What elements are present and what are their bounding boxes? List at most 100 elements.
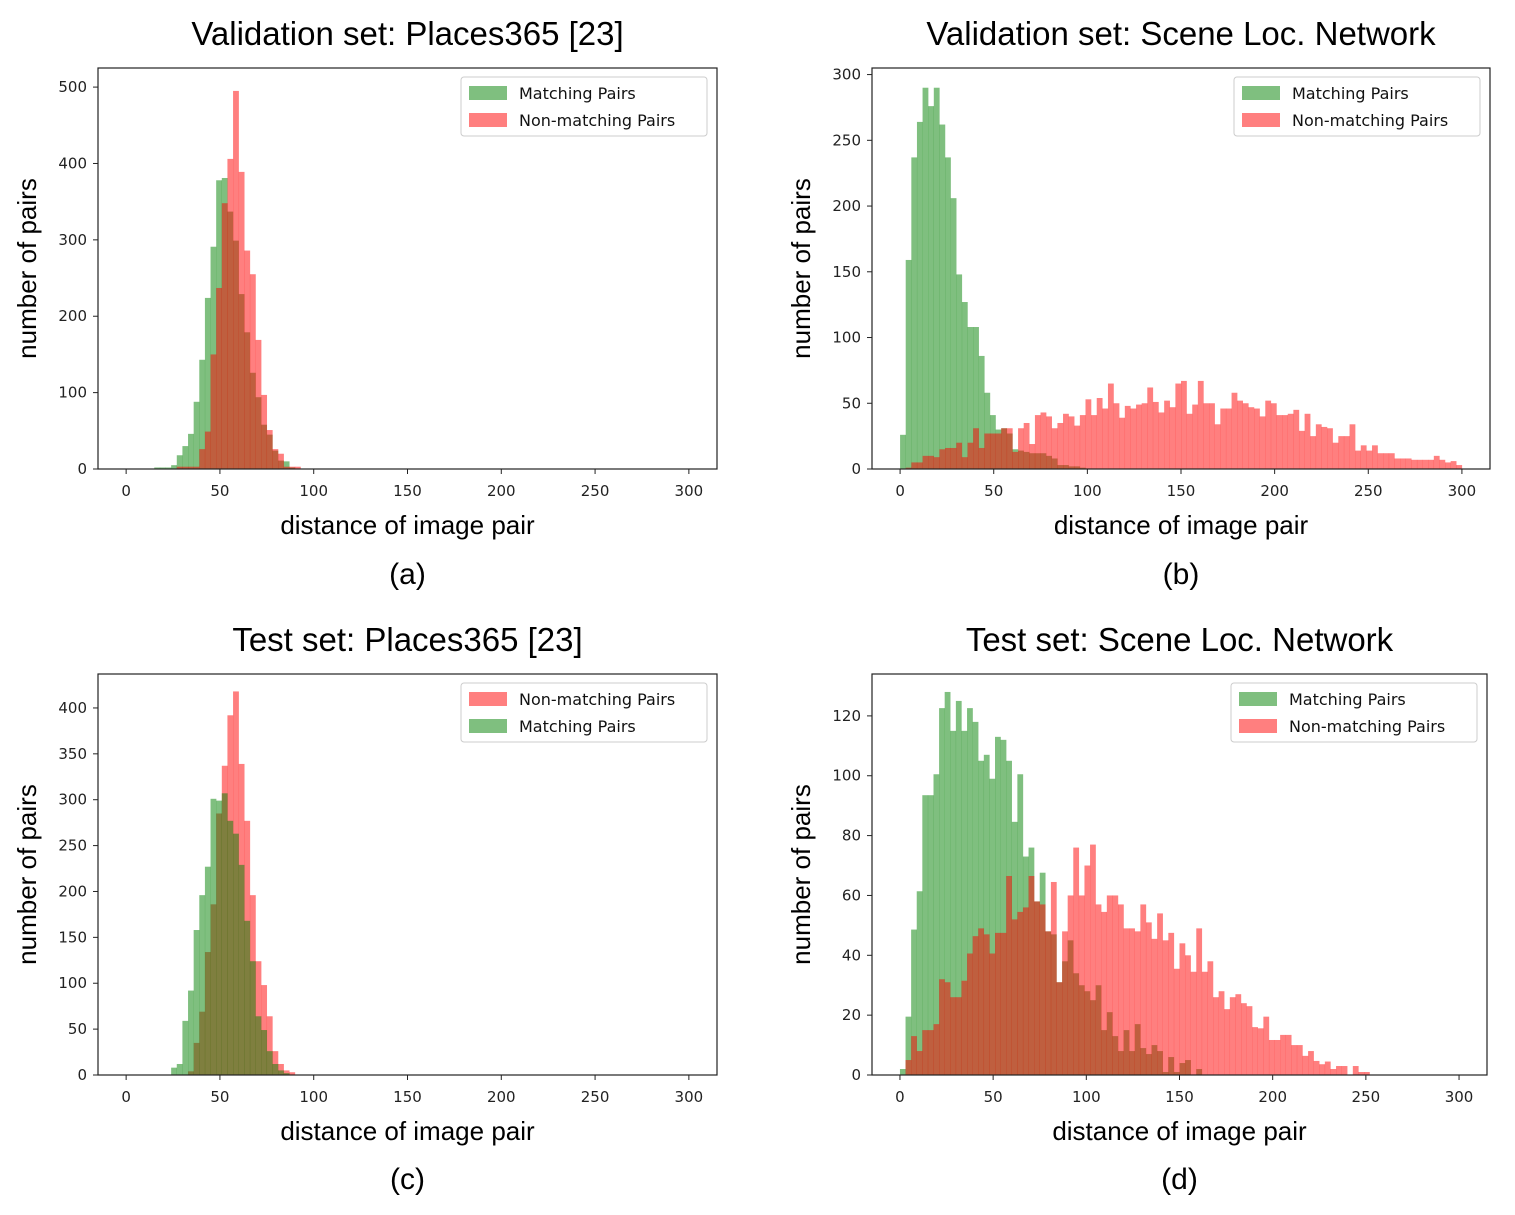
histogram-bar xyxy=(911,157,918,470)
histogram-bar xyxy=(249,961,256,1075)
histogram-bar xyxy=(294,466,301,469)
histogram-bar xyxy=(1287,413,1294,469)
histogram-bar xyxy=(1209,403,1215,469)
histogram-bar xyxy=(1293,409,1300,469)
histogram-bar xyxy=(1445,462,1451,469)
histogram-bar xyxy=(1186,413,1193,469)
y-tick-label: 400 xyxy=(58,699,87,717)
histogram-bar xyxy=(939,708,945,1075)
histogram-bar xyxy=(244,920,251,1075)
x-axis-label: distance of image pair xyxy=(280,510,535,540)
legend-box xyxy=(460,76,708,137)
histogram-bar xyxy=(1101,911,1108,1075)
histogram-bar xyxy=(984,433,991,469)
histogram-bar xyxy=(1034,901,1040,1075)
histogram-bar xyxy=(188,990,194,1075)
x-tick-label: 150 xyxy=(1165,1088,1194,1106)
histogram-bar xyxy=(1241,1003,1247,1075)
histogram-bar xyxy=(261,1030,268,1075)
histogram-bar xyxy=(950,730,957,1075)
histogram-bar xyxy=(266,430,273,469)
histogram-bar xyxy=(1113,403,1120,469)
histogram-bar xyxy=(1237,400,1243,469)
x-tick-label: 100 xyxy=(299,482,328,500)
histogram-bar xyxy=(1181,380,1187,469)
histogram-bar xyxy=(1229,997,1236,1075)
histogram-bar xyxy=(1405,458,1412,469)
histogram-bar xyxy=(978,355,985,469)
histogram-bar xyxy=(939,124,946,469)
x-tick-label: 0 xyxy=(121,1088,131,1106)
histogram-bar xyxy=(911,929,917,1075)
histogram-bar xyxy=(1203,403,1210,469)
histogram-bar xyxy=(176,455,183,469)
histogram-bar xyxy=(1330,1069,1337,1075)
histogram-bar xyxy=(1175,383,1182,469)
histogram-bar xyxy=(905,1016,912,1075)
legend-label: Matching Pairs xyxy=(1292,84,1409,103)
histogram-bar xyxy=(967,953,973,1075)
y-tick-label: 120 xyxy=(832,707,861,725)
histogram-bar xyxy=(972,936,979,1075)
histogram-bar xyxy=(1394,458,1401,469)
histogram-bar xyxy=(933,1024,940,1075)
legend-label: Matching Pairs xyxy=(1289,690,1406,709)
histogram-bar xyxy=(283,1073,290,1075)
histogram-bar xyxy=(933,457,940,469)
histogram-bar xyxy=(193,930,200,1075)
histogram-bar xyxy=(221,203,228,470)
histogram-bar xyxy=(984,392,991,469)
histogram-bar xyxy=(1050,881,1057,1075)
histogram-bar xyxy=(1018,428,1024,469)
histogram-bar xyxy=(1136,404,1142,469)
histogram-bar xyxy=(927,1030,934,1075)
histogram-bar xyxy=(1207,961,1214,1075)
histogram-bar xyxy=(204,297,211,469)
histogram-bar xyxy=(1257,1028,1264,1075)
histogram-bar xyxy=(1304,413,1311,469)
histogram-bar xyxy=(1068,416,1075,469)
legend-swatch xyxy=(1242,86,1280,100)
histogram-bar xyxy=(1029,444,1036,469)
histogram-bar xyxy=(1006,428,1013,469)
histogram-bar xyxy=(193,466,200,469)
x-tick-label: 300 xyxy=(1445,1088,1474,1106)
histogram-bar xyxy=(1298,430,1305,469)
histogram-bar xyxy=(238,171,245,469)
histogram-bar xyxy=(961,302,968,469)
series-matching xyxy=(900,87,1086,470)
histogram-bar xyxy=(1079,415,1086,469)
histogram-bar xyxy=(916,891,923,1075)
histogram-bar xyxy=(1220,408,1227,469)
histogram-bar xyxy=(933,87,940,469)
histogram-bar xyxy=(1332,442,1339,469)
histogram-bar xyxy=(1263,1016,1270,1075)
histogram-bar xyxy=(1372,445,1378,469)
y-tick-label: 150 xyxy=(832,263,861,281)
chart-panel-b: 0 50 100 150 200 250 300 0 50 100 150 200 250 300 Vali… xyxy=(786,15,1491,591)
series-non-matching xyxy=(176,90,301,470)
histogram-bar xyxy=(1034,415,1041,469)
histogram-bar xyxy=(995,736,1001,1075)
histogram-bar xyxy=(944,982,951,1075)
histogram-bar xyxy=(1162,940,1169,1075)
histogram-bar xyxy=(1360,445,1367,469)
y-tick-label: 40 xyxy=(842,946,861,964)
y-tick-label: 350 xyxy=(58,745,87,763)
series-non-matching xyxy=(905,380,1463,469)
histogram-bar xyxy=(1248,407,1255,469)
histogram-bar xyxy=(989,953,996,1075)
histogram-bar xyxy=(1073,847,1080,1075)
histogram-bar xyxy=(1291,1045,1298,1075)
histogram-bar xyxy=(1218,991,1225,1075)
histogram-bar xyxy=(1028,875,1035,1075)
histogram-bar xyxy=(255,339,262,469)
histogram-bar xyxy=(1313,1060,1320,1075)
histogram-bar xyxy=(1062,931,1068,1075)
histogram-bar xyxy=(900,434,906,469)
series-non-matching xyxy=(905,844,1370,1075)
histogram-bar xyxy=(950,447,957,469)
x-tick-label: 100 xyxy=(299,1088,328,1106)
y-tick-label: 250 xyxy=(832,131,861,149)
y-tick-label: 500 xyxy=(58,78,87,96)
